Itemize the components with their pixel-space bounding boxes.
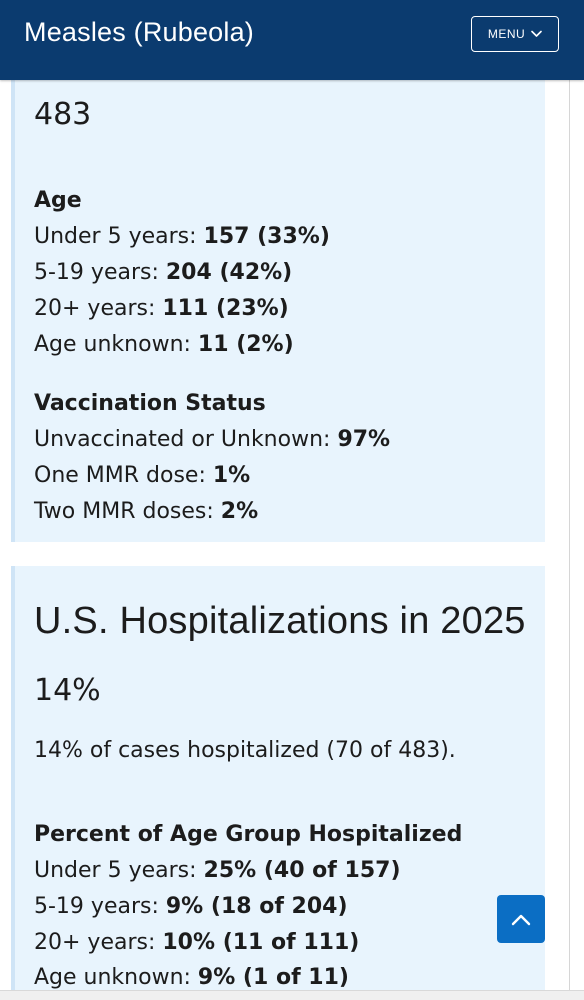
- vaccination-row-label: Unvaccinated or Unknown:: [34, 427, 338, 452]
- vaccination-row: Two MMR doses: 2%: [34, 499, 258, 524]
- hospitalized-age-label: Age unknown:: [34, 965, 198, 990]
- site-title[interactable]: Measles (Rubeola): [24, 17, 254, 47]
- chevron-up-icon: [511, 914, 531, 925]
- hospitalizations-card: [11, 566, 545, 1000]
- hospitalized-age-value: 9% (18 of 204): [165, 894, 348, 919]
- hospitalized-age-label: 20+ years:: [34, 930, 163, 955]
- hospitalizations-title: U.S. Hospitalizations in 2025: [34, 600, 526, 642]
- hospitalized-age-value: 9% (1 of 11): [197, 965, 349, 990]
- hospitalized-age-value: 10% (11 of 111): [162, 930, 360, 955]
- age-row-value: 111 (23%): [162, 296, 289, 321]
- age-row: 20+ years: 111 (23%): [34, 296, 289, 321]
- age-row-label: 5-19 years:: [34, 260, 166, 285]
- vaccination-row-value: 2%: [220, 499, 259, 524]
- hospitalized-age-row: 20+ years: 10% (11 of 111): [34, 930, 359, 955]
- hospitalized-percent: 14%: [34, 673, 101, 708]
- hospitalized-age-label: 5-19 years:: [34, 894, 166, 919]
- content-divider: [569, 80, 570, 1000]
- age-group-hospitalized-heading: Percent of Age Group Hospitalized: [34, 822, 463, 847]
- site-header: Measles (Rubeola) MENU: [0, 0, 584, 80]
- hospitalized-age-value: 25% (40 of 157): [203, 858, 401, 883]
- hospitalized-age-row: 5-19 years: 9% (18 of 204): [34, 894, 348, 919]
- scroll-to-top-button[interactable]: [497, 895, 545, 943]
- hospitalized-summary: 14% of cases hospitalized (70 of 483).: [34, 738, 456, 763]
- age-row: Age unknown: 11 (2%): [34, 332, 294, 357]
- hospitalized-age-row: Age unknown: 9% (1 of 11): [34, 965, 349, 990]
- age-row-label: Under 5 years:: [34, 224, 204, 249]
- vaccination-row: Unvaccinated or Unknown: 97%: [34, 427, 390, 452]
- hospitalized-age-label: Under 5 years:: [34, 858, 204, 883]
- vaccination-row-label: One MMR dose:: [34, 463, 213, 488]
- hospitalized-age-row: Under 5 years: 25% (40 of 157): [34, 858, 401, 883]
- age-row-value: 157 (33%): [203, 224, 330, 249]
- cases-card: [11, 80, 545, 542]
- total-cases-value: 483: [34, 97, 92, 132]
- menu-button[interactable]: MENU: [471, 16, 559, 52]
- vaccination-row-value: 97%: [337, 427, 391, 452]
- vaccination-row: One MMR dose: 1%: [34, 463, 250, 488]
- age-row: Under 5 years: 157 (33%): [34, 224, 330, 249]
- age-heading: Age: [34, 188, 82, 213]
- age-row-label: 20+ years:: [34, 296, 163, 321]
- vaccination-row-label: Two MMR doses:: [34, 499, 221, 524]
- browser-bottom-bar: [0, 990, 584, 1000]
- age-row-label: Age unknown:: [34, 332, 198, 357]
- age-row-value: 11 (2%): [197, 332, 294, 357]
- menu-label: MENU: [487, 27, 526, 41]
- age-row-value: 204 (42%): [165, 260, 293, 285]
- vaccination-row-value: 1%: [212, 463, 251, 488]
- chevron-down-icon: [531, 30, 542, 37]
- age-row: 5-19 years: 204 (42%): [34, 260, 292, 285]
- vaccination-heading: Vaccination Status: [34, 391, 266, 416]
